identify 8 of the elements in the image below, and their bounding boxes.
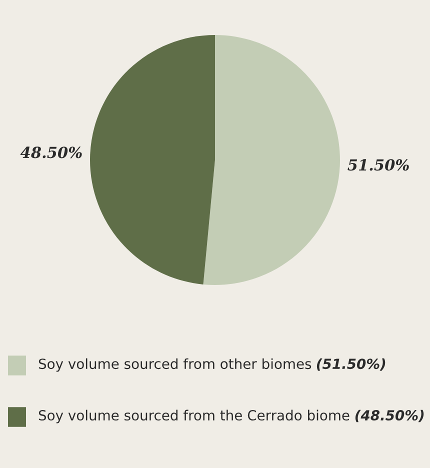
text: (51.50%) bbox=[316, 358, 386, 371]
text: (48.50%) bbox=[355, 410, 424, 422]
pie-slice bbox=[203, 35, 340, 285]
pie-slice bbox=[90, 35, 215, 284]
data-label: 48.50% bbox=[20, 146, 82, 158]
legend-label: Soy volume sourced from other biomes bbox=[38, 358, 312, 372]
data-label: 51.50% bbox=[348, 159, 409, 171]
legend-label: Soy volume sourced from the Cerrado biome bbox=[38, 410, 350, 424]
